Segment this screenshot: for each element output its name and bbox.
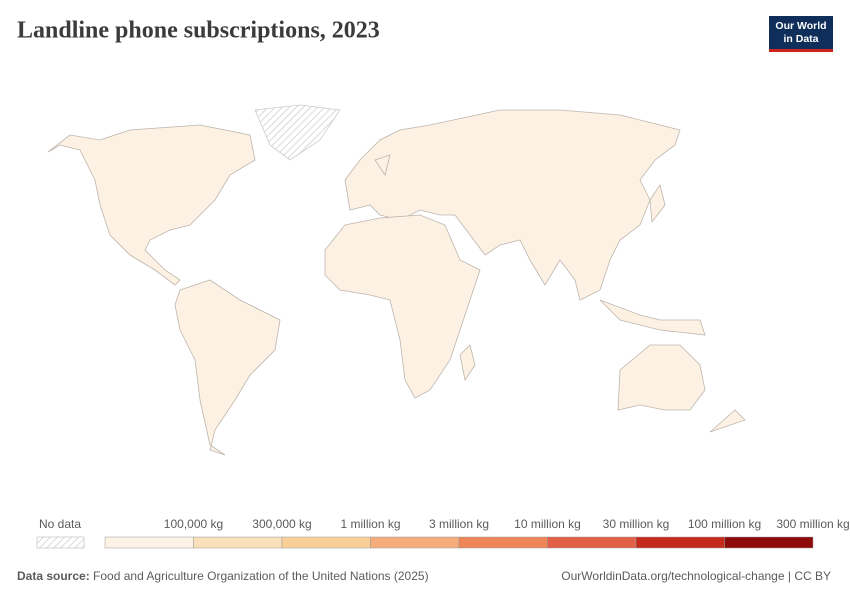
logo-text: Our World	[775, 20, 826, 32]
uk[interactable]	[374, 154, 391, 176]
no-data-swatch	[36, 536, 85, 549]
australia[interactable]	[617, 344, 706, 411]
legend-swatch	[458, 536, 548, 549]
legend-swatch	[547, 536, 637, 549]
legend-swatch	[193, 536, 283, 549]
no-data-label: No data	[39, 517, 81, 531]
title: Landline phone subscriptions, 2023	[17, 18, 380, 44]
legend: No data 100,000 kg 300,000 kg 1 million kg…	[36, 517, 850, 549]
source: Data source: Food and Agriculture Organi…	[17, 569, 429, 583]
legend-bins: 100,000 kg 300,000 kg 1 million kg 3 millio…	[104, 517, 850, 549]
south-america[interactable]	[174, 279, 281, 456]
legend-label: 300,000 kg	[252, 517, 311, 531]
indonesia[interactable]	[599, 299, 706, 336]
logo[interactable]: Our World in Data	[769, 16, 833, 52]
eurasia[interactable]	[344, 109, 681, 301]
source-label: Data source:	[17, 569, 90, 583]
madagascar[interactable]	[459, 344, 476, 382]
africa[interactable]	[324, 214, 481, 399]
legend-label: 1 million kg	[340, 517, 400, 531]
world-map	[47, 104, 746, 456]
north-america[interactable]	[47, 124, 256, 286]
greenland[interactable]	[254, 104, 341, 161]
logo-box	[769, 16, 833, 52]
legend-label: 10 million kg	[514, 517, 581, 531]
legend-label: 300 million kg	[776, 517, 849, 531]
legend-swatch	[281, 536, 371, 549]
japan[interactable]	[649, 184, 666, 224]
new-zealand[interactable]	[709, 409, 746, 433]
legend-label: 100,000 kg	[164, 517, 223, 531]
legend-label: 100 million kg	[688, 517, 761, 531]
legend-swatch	[370, 536, 460, 549]
source-text: Food and Agriculture Organization of the…	[93, 569, 429, 583]
logo-text: in Data	[783, 33, 818, 45]
legend-swatch	[635, 536, 725, 549]
logo-stripe	[769, 49, 833, 52]
url[interactable]: OurWorldinData.org/technological-change …	[561, 569, 831, 583]
legend-swatch	[724, 536, 814, 549]
legend-label: 30 million kg	[603, 517, 670, 531]
legend-label: 3 million kg	[429, 517, 489, 531]
legend-swatch	[104, 536, 194, 549]
